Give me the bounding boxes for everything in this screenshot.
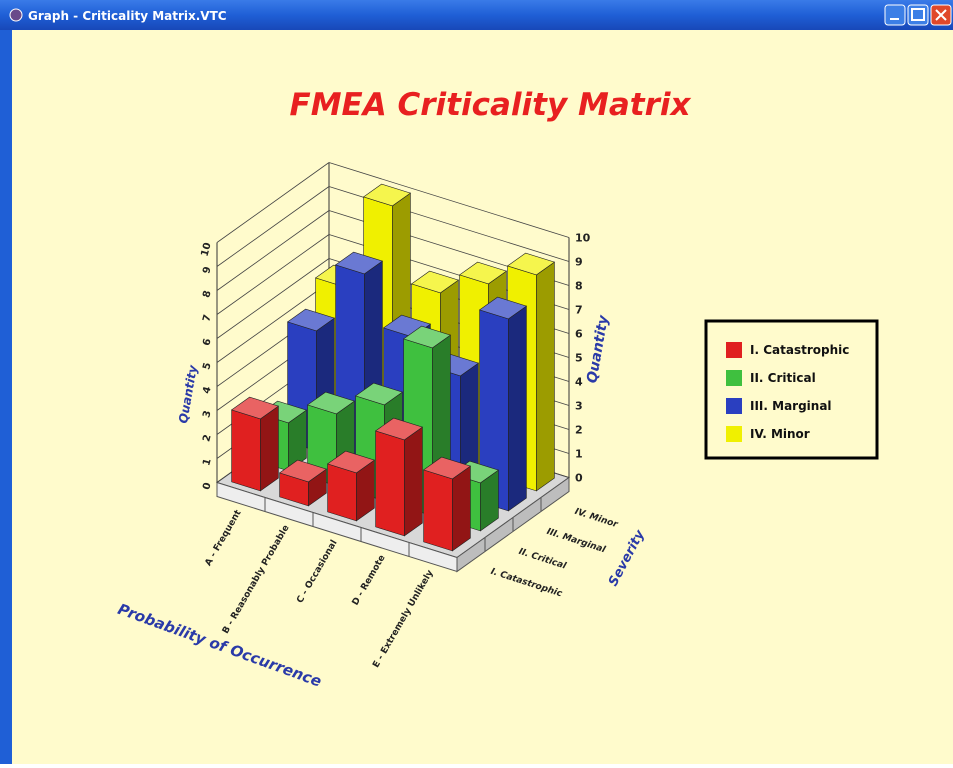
y-tick-label: 7 xyxy=(201,313,213,323)
bar-side xyxy=(452,465,471,552)
bar xyxy=(374,417,424,537)
legend-label: IV. Minor xyxy=(750,427,810,441)
y-tick-label: 6 xyxy=(201,337,213,347)
bar-top xyxy=(306,391,356,415)
grid-line xyxy=(216,210,330,291)
legend-label: I. Catastrophic xyxy=(750,343,849,357)
y-tick-label: 0 xyxy=(201,481,213,491)
app-icon xyxy=(9,8,23,22)
grid-line xyxy=(216,162,330,243)
y2-tick-label: 9 xyxy=(575,256,583,269)
y2-tick-label: 3 xyxy=(575,400,583,413)
bar-side xyxy=(404,426,423,537)
bar-top xyxy=(402,325,452,349)
bar-top xyxy=(374,417,424,441)
legend-swatch xyxy=(726,342,742,358)
bar xyxy=(478,296,528,512)
y2-tick-label: 10 xyxy=(575,232,591,245)
bar-top xyxy=(286,308,336,332)
bar-top xyxy=(478,296,528,320)
window-title: Graph - Criticality Matrix.VTC xyxy=(28,9,227,23)
legend-swatch xyxy=(726,398,742,414)
grid-line xyxy=(328,162,570,238)
bar-top xyxy=(410,270,460,294)
bar-side xyxy=(536,261,555,492)
y-tick-label: 8 xyxy=(201,289,213,299)
bar-top xyxy=(506,252,556,276)
grid-line xyxy=(216,282,330,363)
close-glyph xyxy=(935,9,947,21)
bar-top xyxy=(458,261,508,285)
bar-top xyxy=(362,183,412,207)
legend-label: II. Critical xyxy=(750,371,816,385)
legend-swatch xyxy=(726,426,742,442)
bar xyxy=(326,450,376,522)
y2-tick-label: 1 xyxy=(575,448,583,461)
maximize-glyph xyxy=(911,8,925,21)
y2-tick-label: 0 xyxy=(575,472,583,485)
bar-front xyxy=(423,469,453,552)
y-tick-label: 5 xyxy=(201,361,213,371)
y2-tick-label: 6 xyxy=(575,328,583,341)
y-tick-label: 4 xyxy=(201,385,213,395)
y-tick-label: 3 xyxy=(201,409,213,419)
y-tick-label: 2 xyxy=(201,433,213,443)
y-tick-label: 10 xyxy=(200,241,214,257)
y-tick-label: 9 xyxy=(201,265,213,275)
legend-swatch xyxy=(726,370,742,386)
grid-line xyxy=(216,186,330,267)
y-tick-label: 1 xyxy=(201,457,213,467)
title-bar xyxy=(0,0,953,30)
bar-top xyxy=(230,396,280,420)
bar-front xyxy=(231,409,261,492)
legend-label: III. Marginal xyxy=(750,399,832,413)
bar-top xyxy=(422,456,472,480)
bar-top xyxy=(354,382,404,406)
bar xyxy=(230,396,280,492)
minimize-button[interactable] xyxy=(884,4,906,26)
y2-tick-label: 8 xyxy=(575,280,583,293)
legend-entries: I. Catastrophic II. Critical III. Marginal… xyxy=(726,342,849,442)
y2-tick-label: 2 xyxy=(575,424,583,437)
y2-tick-label: 4 xyxy=(575,376,583,389)
chart-title: FMEA Criticality Matrix xyxy=(290,87,692,123)
bar-front xyxy=(375,430,405,537)
bar xyxy=(422,456,472,552)
bar-side xyxy=(508,305,527,512)
bar-side xyxy=(260,405,279,492)
y2-tick-label: 5 xyxy=(575,352,583,365)
window-buttons xyxy=(884,4,952,26)
bar-top xyxy=(326,450,376,474)
y2-tick-label: 7 xyxy=(575,304,583,317)
bar xyxy=(278,459,328,507)
bar-top xyxy=(278,459,328,483)
grid-line xyxy=(216,234,330,315)
grid-line xyxy=(216,258,330,339)
bar-front xyxy=(327,463,357,522)
bar-top xyxy=(334,251,384,275)
